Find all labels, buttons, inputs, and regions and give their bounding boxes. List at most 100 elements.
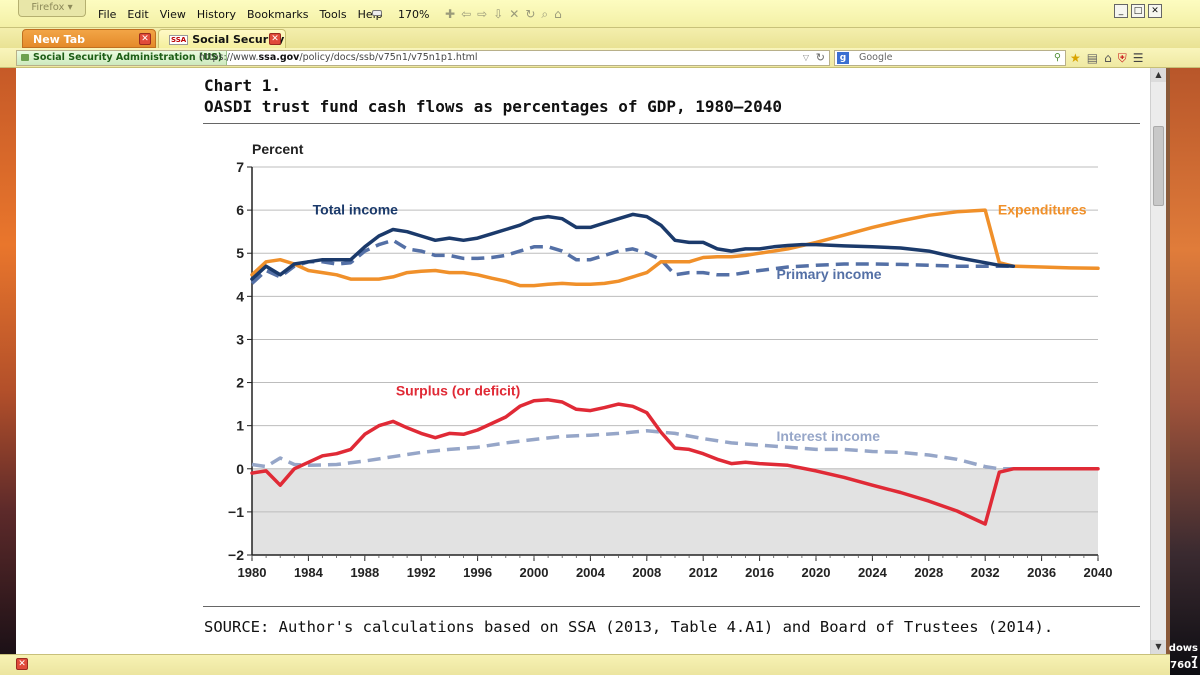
os-version-text: dows 7 — [1168, 643, 1198, 666]
annotation-label: Surplus (or deficit) — [396, 382, 520, 398]
y-tick-label: 0 — [236, 461, 244, 477]
x-tick-label: 2016 — [745, 565, 774, 580]
chart-number: Chart 1. — [204, 76, 282, 95]
search-go-icon[interactable]: ⚲ — [1054, 52, 1061, 63]
home-icon[interactable]: ⌂ — [554, 7, 562, 21]
site-identity-button[interactable]: Social Security Administration (US) — [17, 51, 228, 65]
source-note: SOURCE: Author's calculations based on S… — [204, 618, 1054, 636]
y-tick-label: −2 — [228, 547, 244, 563]
menu-edit[interactable]: Edit — [127, 8, 149, 21]
menu-bar: File Edit View History Bookmarks Tools H… — [98, 8, 394, 21]
x-tick-label: 2000 — [520, 565, 549, 580]
browser-titlebar: Firefox ▾ File Edit View History Bookmar… — [0, 0, 1200, 28]
x-tick-label: 2004 — [576, 565, 606, 580]
minimize-button[interactable]: _ — [1114, 4, 1128, 18]
zoom-out-button[interactable] — [372, 10, 382, 16]
series-total-income-line — [250, 212, 1016, 281]
close-window-button[interactable]: ✕ — [1148, 4, 1162, 18]
top-divider — [203, 123, 1140, 124]
menu-history[interactable]: History — [196, 8, 236, 21]
x-tick-label: 2008 — [632, 565, 661, 580]
scrollbar-thumb[interactable] — [1153, 126, 1164, 206]
os-build-text: 7601 — [1170, 660, 1198, 671]
desktop-wallpaper-right: dows 7 7601 — [1168, 68, 1200, 675]
shield-icon[interactable]: ⛨ — [1117, 51, 1127, 65]
url-text[interactable]: https://www.ssa.gov/policy/docs/ssb/v75n… — [199, 51, 478, 65]
reload-icon[interactable]: ↻ — [525, 7, 536, 21]
close-addon-bar-icon[interactable]: ✕ — [16, 658, 28, 670]
x-tick-label: 2012 — [689, 565, 718, 580]
y-tick-label: 3 — [236, 331, 244, 347]
x-tick-label: 1996 — [463, 565, 492, 580]
home-page-icon[interactable]: ⌂ — [1104, 51, 1112, 65]
search-input[interactable]: Google — [859, 52, 893, 63]
y-axis-label: Percent — [252, 141, 304, 157]
search-bar[interactable]: g Google ⚲ — [834, 50, 1066, 66]
annotation-label: Total income — [313, 201, 399, 217]
zoom-in-icon[interactable]: ✚ — [445, 7, 456, 21]
annotation-label: Expenditures — [998, 201, 1087, 217]
menu-file[interactable]: File — [98, 8, 117, 21]
url-history-dropdown-icon[interactable]: ▽ — [802, 53, 809, 62]
series-interest-income-line — [251, 429, 1014, 471]
y-tick-label: −1 — [228, 504, 244, 520]
site-identity-label: Social Security Administration (US) — [33, 52, 223, 63]
y-tick-label: 4 — [236, 288, 244, 304]
zoom-level[interactable]: 170% — [398, 8, 430, 21]
find-icon[interactable]: ⌕ — [541, 7, 549, 21]
x-tick-label: 1980 — [238, 565, 267, 580]
lock-icon — [21, 54, 29, 61]
google-engine-icon[interactable]: g — [837, 52, 849, 64]
close-tab-icon[interactable]: ✕ — [269, 33, 281, 45]
forward-icon[interactable]: ⇨ — [477, 7, 488, 21]
back-icon[interactable]: ⇦ — [461, 7, 472, 21]
series-expenditures-line — [250, 208, 1100, 288]
bookmark-star-icon[interactable]: ★ — [1070, 51, 1081, 65]
x-tick-label: 2036 — [1027, 565, 1056, 580]
desktop-wallpaper-left — [0, 68, 16, 658]
navigation-bar: Social Security Administration (US) http… — [0, 48, 1200, 68]
url-prefix: https://www. — [199, 52, 259, 63]
x-tick-label: 1988 — [350, 565, 379, 580]
firefox-menu-button[interactable]: Firefox ▾ — [18, 0, 86, 17]
maximize-button[interactable]: □ — [1131, 4, 1145, 18]
x-tick-label: 2028 — [914, 565, 943, 580]
url-reload-icon[interactable]: ↻ — [815, 51, 825, 64]
menu-view[interactable]: View — [159, 8, 186, 21]
menu-tools[interactable]: Tools — [319, 8, 347, 21]
bottom-divider — [203, 606, 1140, 607]
ssa-favicon-icon: SSA — [169, 35, 189, 45]
firefox-menu-label: Firefox — [31, 2, 65, 13]
tab-label: New Tab — [33, 33, 86, 46]
scroll-up-arrow-icon[interactable]: ▲ — [1151, 68, 1166, 82]
bookmarks-list-icon[interactable]: ▤ — [1086, 51, 1099, 65]
chart-title: OASDI trust fund cash flows as percentag… — [204, 97, 782, 116]
hamburger-menu-icon[interactable]: ☰ — [1132, 51, 1144, 65]
menu-bookmarks[interactable]: Bookmarks — [246, 8, 309, 21]
url-path: /policy/docs/ssb/v75n1/v75n1p1.html — [299, 52, 478, 63]
page-scrollbar[interactable]: ▲ ▼ — [1150, 68, 1166, 654]
annotation-label: Primary income — [777, 266, 882, 282]
x-tick-label: 2020 — [802, 565, 831, 580]
y-tick-label: 7 — [236, 159, 244, 175]
scroll-down-arrow-icon[interactable]: ▼ — [1151, 640, 1166, 654]
series-primary-income-line — [250, 238, 1014, 285]
x-tick-label: 2040 — [1084, 565, 1113, 580]
x-tick-label: 2032 — [971, 565, 1000, 580]
stop-icon[interactable]: ✕ — [509, 7, 520, 21]
toolbar-icons: ✚ ⇦ ⇨ ⇩ ✕ ↻ ⌕ ⌂ — [445, 7, 562, 22]
y-tick-label: 1 — [236, 418, 244, 434]
nav-toolbar-icons: ★ ▤ ⌂ ⛨ ☰ — [1070, 51, 1144, 66]
tab-new-tab[interactable]: New Tab ✕ — [22, 29, 156, 48]
download-icon[interactable]: ⇩ — [493, 7, 504, 21]
annotation-label: Interest income — [777, 428, 881, 444]
series-surplus-or-deficit-line — [250, 398, 1100, 526]
close-tab-icon[interactable]: ✕ — [139, 33, 151, 45]
url-bar[interactable]: Social Security Administration (US) http… — [16, 50, 830, 66]
y-tick-label: 2 — [236, 375, 244, 391]
y-tick-label: 6 — [236, 202, 244, 218]
x-tick-label: 1992 — [407, 565, 436, 580]
status-bar: ✕ — [0, 654, 1170, 675]
